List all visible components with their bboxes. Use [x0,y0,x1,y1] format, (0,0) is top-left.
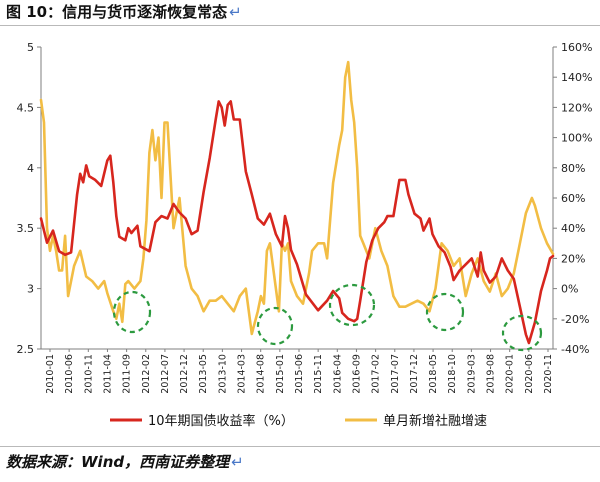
x-tick-label: 2016-09 [351,354,362,394]
left-y-tick-label: 4 [27,162,34,175]
right-y-tick-label: 60% [561,192,585,205]
right-y-tick-label: 100% [561,132,592,145]
right-y-tick-label: 120% [561,101,592,114]
x-tick-label: 2014-03 [237,354,248,394]
x-tick-label: 2018-10 [447,354,458,394]
social-financing-growth-line [39,60,555,336]
source-divider [0,446,600,447]
x-tick-label: 2019-03 [466,354,477,394]
x-tick-label: 2015-01 [275,354,286,394]
figure-title-text: 图 10：信用与货币逐渐恢复常态 [6,3,228,21]
left-y-tick-label: 5 [27,41,34,54]
x-tick-label: 2017-02 [371,354,382,394]
highlight-circle [256,306,294,346]
right-y-tick-label: 0% [561,283,578,296]
data-source-note: 数据来源：Wind，西南证券整理 ↵ [6,451,244,472]
x-tick-label: 2015-11 [313,354,324,394]
x-tick-label: 2016-04 [332,354,343,394]
x-tick-label: 2013-05 [198,354,209,394]
x-tick-label: 2017-07 [390,354,401,394]
title-divider [0,25,600,26]
x-tick-label: 2011-04 [102,354,113,394]
dual-axis-line-chart: 2.5 3 3.5 4 4.5 5 -40% -20% 0% 20% 40% 60% 80% 100% 12… [17,41,593,429]
x-tick-label: 2014-08 [256,354,267,394]
x-tick-label: 2010-06 [64,354,75,394]
x-tick-label: 2013-10 [217,354,228,394]
x-tick-label: 2012-07 [160,354,171,394]
x-tick-label: 2010-11 [83,354,94,394]
left-y-tick-label: 3 [27,283,34,296]
x-tick-label: 2010-01 [45,354,56,394]
data-source-text: 数据来源：Wind，西南证券整理 [6,453,230,471]
left-y-tick-label: 2.5 [17,343,35,356]
x-tick-label: 2015-06 [294,354,305,394]
highlight-circle [501,314,543,352]
x-tick-label: 2011-09 [122,354,133,394]
bond-yield-line [39,100,555,345]
return-mark-icon: ↵ [229,3,242,21]
right-y-tick-label: 20% [561,252,585,265]
x-tick-label: 2012-12 [179,354,190,394]
x-tick-label: 2020-11 [543,354,554,394]
legend-label: 10年期国债收益率（%） [148,413,294,429]
right-y-tick-label: 40% [561,222,585,235]
figure-title: 图 10：信用与货币逐渐恢复常态 ↵ [6,1,242,22]
left-y-tick-label: 3.5 [17,222,35,235]
highlight-circle [425,292,465,332]
return-mark-icon: ↵ [231,453,244,471]
left-y-tick-label: 4.5 [17,101,35,114]
right-y-tick-label: 140% [561,71,592,84]
legend-label: 单月新增社融增速 [383,413,487,429]
right-y-tick-label: 80% [561,162,585,175]
x-tick-label: 2020-01 [505,354,516,394]
x-tick-label: 2019-08 [486,354,497,394]
x-tick-label: 2018-05 [428,354,439,394]
highlight-circle [328,283,376,327]
x-tick-label: 2012-02 [141,354,152,394]
right-y-tick-label: -20% [561,313,589,326]
x-tick-label: 2020-06 [524,354,535,394]
highlight-circle [112,290,152,334]
x-tick-label: 2017-12 [409,354,420,394]
right-y-tick-label: 160% [561,41,592,54]
right-y-tick-label: -40% [561,343,589,356]
